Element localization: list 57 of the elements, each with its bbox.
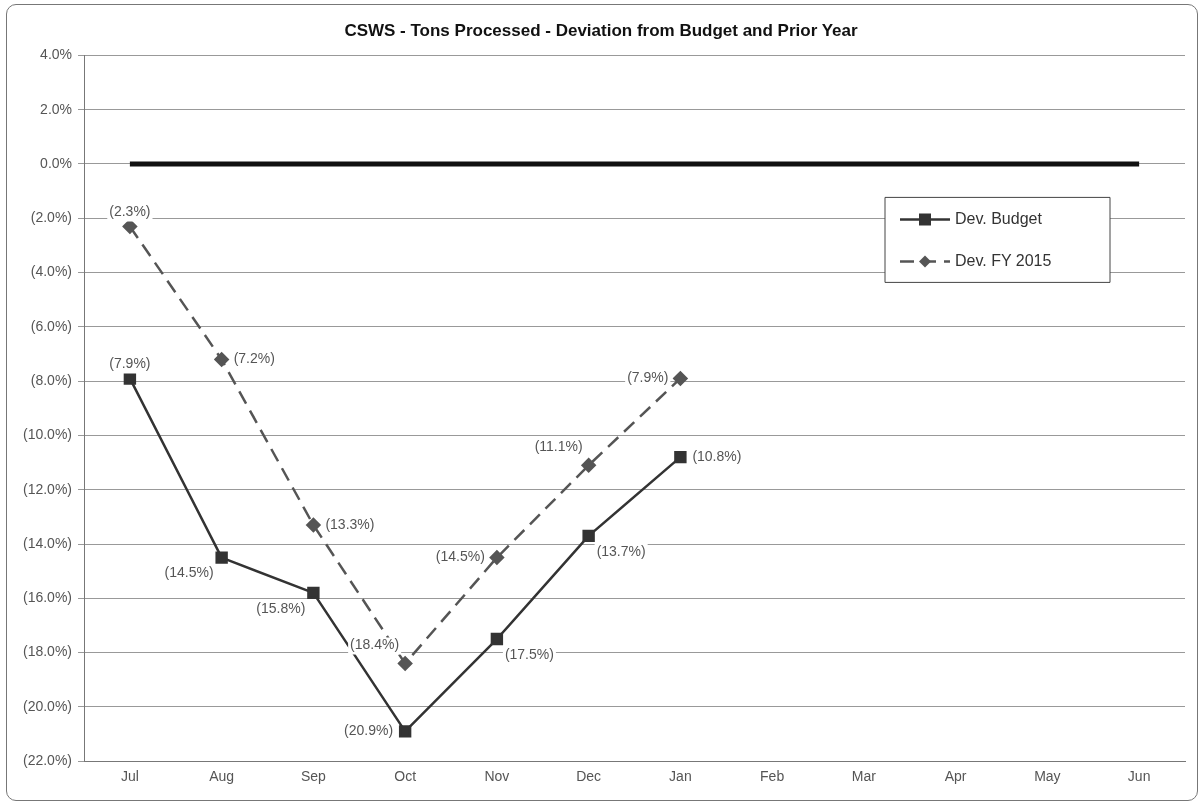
- legend-label: Dev. Budget: [955, 209, 1043, 227]
- data-label: (13.3%): [325, 515, 375, 532]
- y-tick-label: (18.0%): [22, 643, 73, 660]
- data-label: (14.5%): [164, 564, 214, 581]
- point: [307, 586, 320, 600]
- data-label: (13.7%): [596, 542, 646, 559]
- point: [581, 458, 596, 473]
- data-label: (15.8%): [256, 599, 306, 616]
- data-label: (7.9%): [109, 355, 151, 372]
- x-tick-label: Sep: [300, 768, 327, 785]
- y-tick-label: 0.0%: [40, 154, 73, 171]
- y-tick-label: 4.0%: [40, 46, 73, 63]
- data-label: (11.1%): [534, 438, 583, 455]
- y-tick-label: 2.0%: [40, 100, 73, 117]
- data-label: (7.2%): [233, 350, 275, 367]
- x-tick-label: Dec: [576, 768, 602, 785]
- y-tick-label: (8.0%): [30, 372, 73, 389]
- point: [489, 550, 505, 565]
- x-tick-label: Feb: [760, 768, 785, 785]
- y-tick-label: (6.0%): [30, 317, 73, 334]
- point: [673, 371, 688, 386]
- data-label: (2.3%): [109, 203, 151, 220]
- y-tick-label: (12.0%): [22, 480, 73, 497]
- legend-label: Dev. FY 2015: [955, 251, 1052, 269]
- point: [582, 529, 595, 543]
- x-tick-label: Aug: [209, 768, 235, 785]
- x-tick-label: May: [1034, 768, 1061, 785]
- data-label: (18.4%): [350, 636, 400, 653]
- x-tick-label: Mar: [851, 768, 877, 785]
- point: [214, 352, 229, 367]
- point: [306, 517, 321, 533]
- x-tick-label: Nov: [484, 768, 510, 785]
- x-tick-label: Jan: [669, 768, 692, 785]
- data-label: (10.8%): [692, 448, 742, 465]
- point: [397, 656, 413, 671]
- point: [123, 372, 137, 385]
- y-tick-label: (16.0%): [22, 589, 73, 606]
- data-label: (20.9%): [344, 722, 394, 739]
- data-label: (7.9%): [627, 369, 669, 386]
- y-tick-label: (4.0%): [30, 263, 73, 280]
- y-tick-label: (10.0%): [22, 426, 73, 443]
- point: [215, 551, 228, 564]
- y-tick-label: (20.0%): [22, 697, 73, 714]
- y-tick-label: (22.0%): [22, 752, 73, 769]
- data-label: (14.5%): [435, 548, 485, 565]
- x-tick-label: Jun: [1127, 768, 1151, 785]
- x-tick-label: Oct: [394, 768, 417, 785]
- data-label: (17.5%): [504, 645, 554, 662]
- y-tick-label: (2.0%): [30, 209, 73, 226]
- point: [490, 632, 504, 646]
- point: [398, 725, 412, 738]
- chart-title: CSWS - Tons Processed - Deviation from Budget and Prior Year: [344, 20, 859, 40]
- point: [674, 450, 687, 464]
- y-tick-label: (14.0%): [22, 534, 73, 551]
- point: [122, 219, 138, 234]
- x-tick-label: Apr: [944, 768, 967, 785]
- x-tick-label: Jul: [120, 768, 139, 785]
